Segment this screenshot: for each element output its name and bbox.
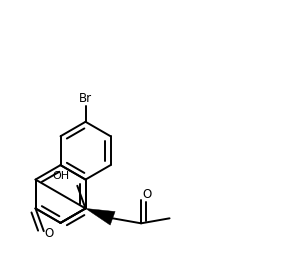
Text: Br: Br [79, 91, 92, 105]
Polygon shape [85, 208, 115, 225]
Text: OH: OH [52, 171, 69, 181]
Text: O: O [44, 227, 54, 240]
Text: O: O [143, 188, 152, 201]
